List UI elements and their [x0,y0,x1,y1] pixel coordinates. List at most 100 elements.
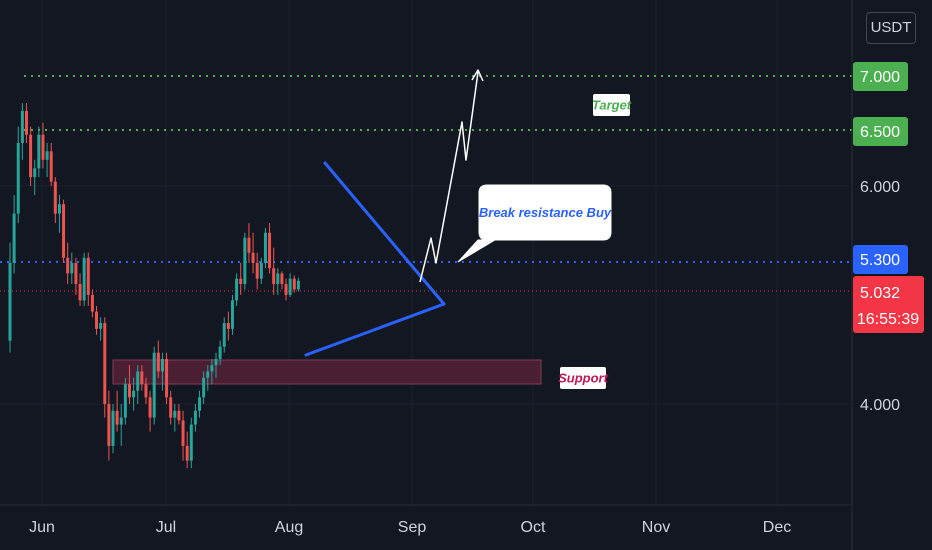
support-zone[interactable] [112,359,542,385]
candle-body [111,410,115,446]
candle-body [123,384,127,418]
price-tag-5300: 5.300 [853,245,908,274]
break-resistance-callout: Break resistance Buy [457,184,612,263]
candle-body [177,410,181,421]
y-tick-4000: 4.000 [860,397,900,414]
candle-body [152,352,156,418]
candle-body [202,377,206,398]
candle-body [90,294,94,312]
candle-body [296,280,300,290]
candle-body [198,397,202,411]
x-tick-jun: Jun [29,519,55,536]
candle-body [173,410,177,418]
candle-body [78,284,82,301]
vertical-grid [41,0,778,505]
x-tick-aug: Aug [275,519,303,536]
x-tick-sep: Sep [398,519,427,536]
candle-body [169,397,173,418]
candle-body [12,213,16,263]
candle-body [235,278,239,301]
candle-body [276,273,280,285]
price-tag-7000-text: 7.000 [860,69,900,86]
countdown-text: 16:55:39 [857,311,919,328]
candle-body [132,390,136,398]
x-tick-nov: Nov [642,519,670,536]
x-tick-oct: Oct [521,519,546,536]
candle-body [37,134,41,169]
candle-body [214,358,218,366]
candle-body [41,134,45,160]
candle-body [49,151,53,182]
price-tag-7000: 7.000 [853,62,908,91]
price-tag-6500-text: 6.500 [860,124,900,141]
candle-body [259,262,263,279]
candle-body [74,262,78,285]
candle-body [70,262,74,274]
target-annotation: Target [592,94,632,116]
candle-body [189,424,193,461]
candle-body [239,278,243,285]
candle-body [95,311,99,329]
candle-body [136,371,140,391]
candle-body [272,268,276,285]
candle-body [45,151,49,160]
projection-arrow[interactable] [419,69,484,283]
support-annotation: Support [558,367,609,389]
candle-body [156,352,160,372]
candle-body [288,278,292,295]
candle-body [181,420,185,446]
candle-body [140,371,144,385]
candle-body [86,257,90,295]
candle-body [20,110,24,143]
candle-body [8,262,12,341]
x-tick-dec: Dec [763,519,791,536]
candle-body [33,168,37,178]
horizontal-grid [0,185,852,405]
candle-body [29,134,33,178]
triangle-pattern[interactable] [304,161,446,357]
candle-body [62,204,66,258]
triangle-resistance-line [323,161,446,306]
candle-body [185,445,189,461]
candle-body [119,417,123,425]
candle-body [226,323,230,329]
currency-button[interactable]: USDT [866,12,916,44]
candle-body [66,257,70,274]
candle-body [99,323,103,329]
candle-body [107,404,111,446]
break-resistance-text: Break resistance Buy [479,205,612,220]
candle-body [284,284,288,295]
x-axis: Jun Jul Aug Sep Oct Nov Dec [29,519,791,536]
price-tag-5300-text: 5.300 [860,252,900,269]
candle-body [206,371,210,378]
triangle-support-line [304,302,446,357]
candles [8,103,300,469]
candle-body [251,252,255,263]
target-annotation-text: Target [592,98,632,113]
candle-body [230,300,234,329]
candle-body [160,358,164,372]
candle-body [127,384,131,398]
y-tick-6000: 6.000 [860,179,900,196]
candle-body [193,410,197,425]
candle-body [57,204,61,214]
candle-body [210,365,214,372]
candle-body [103,323,107,404]
candle-body [144,384,148,398]
candle-body [243,237,247,285]
last-price-tag: 5.032 16:55:39 [853,276,924,333]
candle-body [24,110,28,135]
candle-body [222,323,226,347]
candle-body [255,262,259,279]
candle-body [247,237,251,253]
last-price-text: 5.032 [860,285,900,302]
candle-body [218,346,222,359]
x-tick-jul: Jul [156,519,176,536]
candle-body [16,142,20,214]
candle-body [165,358,169,398]
candle-body [148,397,152,418]
price-tag-6500: 6.500 [853,117,908,146]
candle-body [268,232,272,269]
support-annotation-text: Support [558,371,608,386]
